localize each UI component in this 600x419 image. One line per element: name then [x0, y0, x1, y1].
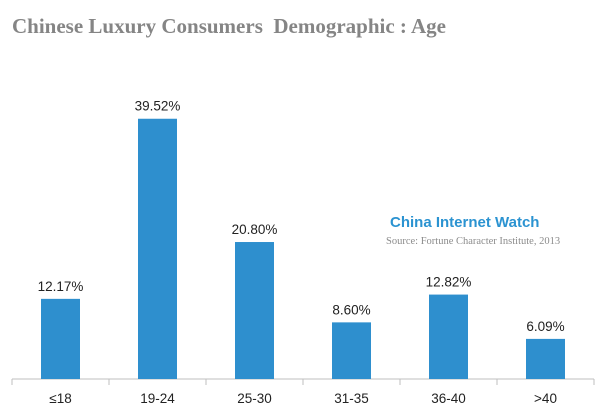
brand-label: China Internet Watch [390, 214, 540, 231]
bar-value-label: 12.82% [426, 275, 472, 290]
x-tick-label: 19-24 [140, 391, 175, 406]
bar-value-label: 12.17% [38, 279, 84, 294]
bar-5 [526, 338, 565, 379]
source-note: Source: Fortune Character Institute, 201… [386, 236, 561, 247]
bar-0 [41, 298, 80, 379]
bar-value-label: 6.09% [526, 319, 564, 334]
chart-title: Chinese Luxury Consumers Demographic : A… [12, 14, 446, 38]
x-tick-label: 31-35 [334, 391, 369, 406]
bar-2 [235, 242, 274, 379]
bar-3 [332, 322, 371, 379]
x-tick-label: 25-30 [237, 391, 272, 406]
x-tick-label: ≤18 [49, 391, 71, 406]
bar-value-label: 20.80% [232, 222, 278, 237]
x-tick-label: >40 [534, 391, 557, 406]
bar-4 [429, 294, 468, 379]
bar-1 [138, 118, 177, 379]
x-tick-label: 36-40 [431, 391, 466, 406]
bar-value-label: 39.52% [135, 99, 181, 114]
bar-value-label: 8.60% [332, 302, 370, 317]
